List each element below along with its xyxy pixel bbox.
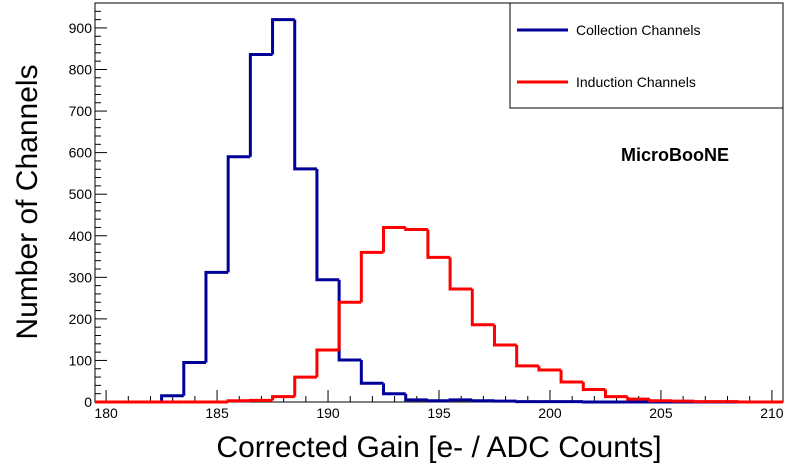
induction-channels-bin xyxy=(404,227,428,232)
legend-label-collection: Collection Channels xyxy=(576,22,701,38)
induction-channels-bin xyxy=(382,225,406,253)
induction-channels-bin xyxy=(492,324,517,347)
legend-label-induction: Induction Channels xyxy=(576,74,696,90)
collection-channels-bin xyxy=(404,393,428,402)
x-axis-ticks: 180 185 190 195 200 205 210 xyxy=(94,390,784,421)
x-tick-label: 185 xyxy=(205,405,229,421)
induction-channels-bin xyxy=(359,250,384,303)
y-tick-label: 700 xyxy=(69,103,93,119)
collection-channels-bin xyxy=(293,19,317,171)
induction-channels-bin xyxy=(337,300,362,351)
induction-channels-bin xyxy=(448,257,473,291)
x-tick-label: 180 xyxy=(94,405,118,421)
y-tick-label: 500 xyxy=(69,186,93,202)
y-tick-label: 300 xyxy=(69,269,93,285)
microboone-annotation: MicroBooNE xyxy=(621,145,729,165)
collection-channels-bin xyxy=(226,155,251,273)
collection-channels-bin xyxy=(470,399,495,403)
collection-channels-bin xyxy=(426,399,451,403)
collection-channels-bin xyxy=(359,360,384,385)
series-collection-channels xyxy=(95,18,783,404)
y-tick-label: 100 xyxy=(69,352,93,368)
y-tick-label: 600 xyxy=(69,145,93,161)
series-induction-channels xyxy=(95,225,783,404)
induction-channels-bin xyxy=(648,399,673,403)
legend: Collection Channels Induction Channels xyxy=(509,2,784,109)
induction-channels-bin xyxy=(626,396,650,401)
y-tick-label: 800 xyxy=(69,62,93,78)
x-axis-label: Corrected Gain [e- / ADC Counts] xyxy=(216,431,661,464)
y-axis-label: Number of Channels xyxy=(11,64,44,339)
induction-channels-bin xyxy=(603,389,628,399)
histogram-series xyxy=(95,18,783,404)
induction-channels-bin xyxy=(470,288,495,327)
x-tick-label: 205 xyxy=(649,405,673,421)
collection-channels-bin xyxy=(160,394,184,402)
collection-channels-bin xyxy=(382,383,406,396)
y-tick-label: 400 xyxy=(69,228,93,244)
legend-box xyxy=(509,2,784,109)
induction-channels-bin xyxy=(515,345,539,368)
collection-channels-bin xyxy=(448,398,473,402)
induction-channels-bin xyxy=(271,395,295,401)
y-tick-label: 200 xyxy=(69,311,93,327)
x-tick-label: 200 xyxy=(538,405,562,421)
x-tick-label: 190 xyxy=(316,405,340,421)
induction-channels-bin xyxy=(293,375,317,397)
x-tick-label: 210 xyxy=(760,405,784,421)
induction-channels-bin xyxy=(315,348,340,378)
induction-channels-bin xyxy=(559,369,584,384)
y-axis-ticks: 0 100 200 300 400 500 600 700 800 900 xyxy=(69,10,107,410)
y-tick-label: 900 xyxy=(69,20,93,36)
x-tick-label: 195 xyxy=(427,405,451,421)
collection-channels-bin xyxy=(337,279,362,362)
induction-channels-bin xyxy=(537,365,562,372)
collection-channels-bin xyxy=(315,168,340,282)
induction-channels-bin xyxy=(581,382,606,392)
y-tick-label: 0 xyxy=(84,394,92,410)
collection-channels-bin xyxy=(271,18,295,55)
collection-channels-bin xyxy=(248,53,273,157)
induction-channels-bin xyxy=(226,399,251,403)
induction-channels-bin xyxy=(426,229,451,259)
collection-channels-bin xyxy=(204,270,229,363)
collection-channels-bin xyxy=(182,361,206,396)
